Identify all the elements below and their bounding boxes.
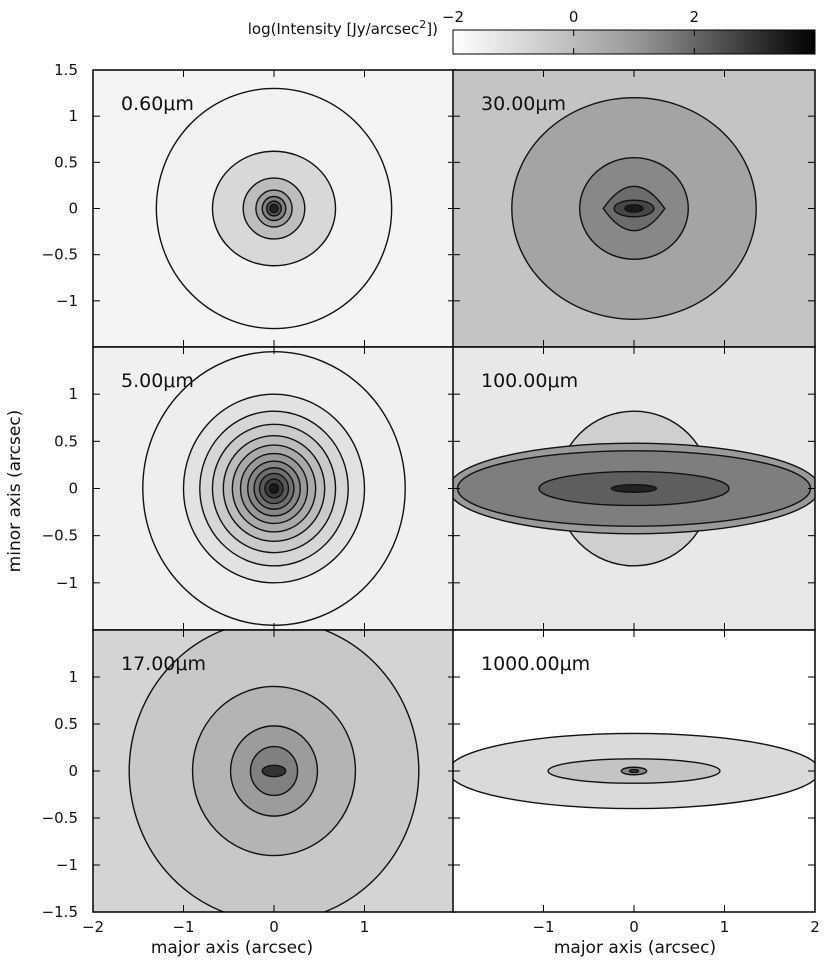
x-tick-label: −1 <box>532 918 554 936</box>
y-tick-label: 1 <box>68 107 78 125</box>
contour <box>261 764 287 778</box>
y-tick-label: −0.5 <box>42 246 78 264</box>
y-tick-label: −1 <box>56 574 78 592</box>
panel-grid: 0.60μm 30.00μm 5.00μm 100.00μm 17.00μm 1000.0… <box>92 69 816 913</box>
x-tick-label: −1 <box>172 918 194 936</box>
y-tick-label: 0.5 <box>54 432 78 450</box>
panel-wavelength-label: 0.60μm <box>121 93 194 115</box>
panel-5: 1000.00μm <box>452 629 816 913</box>
panel-wavelength-label: 17.00μm <box>121 653 206 675</box>
x-axis-label-right: major axis (arcsec) <box>554 938 716 958</box>
panel-4: 17.00μm <box>92 629 456 913</box>
x-axis-label-left: major axis (arcsec) <box>151 938 313 958</box>
x-tick-label: 1 <box>360 918 370 936</box>
panel-wavelength-label: 1000.00μm <box>481 653 590 675</box>
colorbar-tick-label: 0 <box>569 8 579 26</box>
y-tick-label: 0 <box>68 480 78 498</box>
x-tick-label: 2 <box>810 918 820 936</box>
contour <box>610 484 658 493</box>
y-tick-label: 1 <box>68 668 78 686</box>
colorbar-tick-label: 2 <box>690 8 700 26</box>
panel-wavelength-label: 30.00μm <box>481 93 566 115</box>
y-tick-label: 1.5 <box>54 61 78 79</box>
contour <box>624 204 644 213</box>
panel-1: 30.00μm <box>452 69 816 348</box>
y-tick-label: 0.5 <box>54 153 78 171</box>
colorbar-tick-label: −2 <box>442 8 464 26</box>
x-tick-label: −2 <box>82 918 104 936</box>
x-tick-labels: −2 −1 0 1 −1 0 1 2 <box>82 918 820 936</box>
contour <box>628 768 640 774</box>
x-tick-label: 1 <box>720 918 730 936</box>
y-tick-labels: −1 −0.5 0 0.5 1 1.5 −1 −0.5 0 0.5 1 −1.5 −1 −0.5 0 0.5 1 <box>42 61 78 921</box>
contour <box>268 483 280 494</box>
y-tick-label: 0.5 <box>54 715 78 733</box>
colorbar-ticks: −2 0 2 <box>442 8 699 54</box>
y-tick-label: −1.5 <box>42 903 78 921</box>
x-tick-label: 0 <box>269 918 279 936</box>
colorbar-label: log(Intensity [Jy/arcsec2]) <box>248 18 438 39</box>
panel-2: 5.00μm <box>92 346 456 631</box>
y-tick-label: −0.5 <box>42 809 78 827</box>
panel-wavelength-label: 100.00μm <box>481 370 578 392</box>
y-tick-label: 0 <box>68 762 78 780</box>
contour <box>269 203 279 214</box>
y-tick-label: −1 <box>56 856 78 874</box>
x-tick-label: 0 <box>629 918 639 936</box>
panel-0: 0.60μm <box>92 69 456 348</box>
panel-wavelength-label: 5.00μm <box>121 370 194 392</box>
y-axis-label: minor axis (arcsec) <box>5 410 25 573</box>
y-tick-label: 0 <box>68 200 78 218</box>
y-tick-label: −1 <box>56 292 78 310</box>
panel-3: 100.00μm <box>452 346 816 631</box>
y-tick-label: −0.5 <box>42 527 78 545</box>
y-tick-label: 1 <box>68 385 78 403</box>
colorbar <box>452 29 816 55</box>
